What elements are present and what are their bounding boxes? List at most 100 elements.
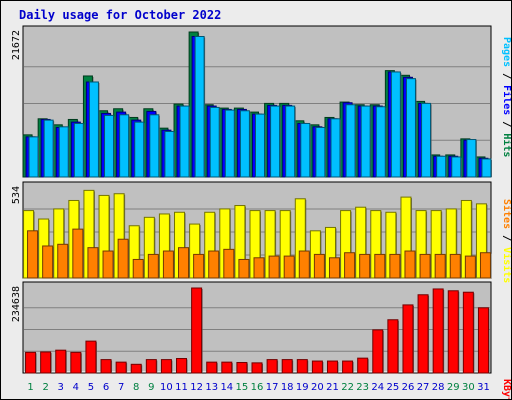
- bar-pages-day-4: [73, 122, 84, 178]
- bar-pages-day-1: [28, 136, 39, 178]
- x-tick-day-27: 27: [417, 382, 430, 393]
- x-tick-day-30: 30: [462, 382, 475, 393]
- bar-pages-day-17: [270, 105, 281, 178]
- bar-kbytes-day-27: [417, 294, 429, 374]
- legend-top: Pages / Files / Hits: [501, 37, 511, 157]
- bar-kbytes-day-1: [25, 351, 37, 374]
- bar-kbytes-day-6: [100, 359, 112, 374]
- bar-kbytes-day-7: [115, 361, 127, 374]
- x-tick-day-10: 10: [160, 382, 173, 393]
- bar-pages-day-29: [451, 156, 462, 178]
- x-tick-day-20: 20: [311, 382, 324, 393]
- bar-kbytes-day-13: [206, 361, 218, 374]
- bar-kbytes-day-30: [462, 291, 474, 374]
- x-tick-day-4: 4: [73, 382, 79, 393]
- x-tick-day-22: 22: [341, 382, 354, 393]
- y-max-label-bottom: 234638: [11, 286, 22, 322]
- bar-sites-day-17: [268, 255, 280, 279]
- y-max-label-top: 21672: [11, 30, 22, 60]
- bar-pages-day-20: [315, 126, 326, 178]
- legend-separator: /: [501, 115, 511, 133]
- bar-kbytes-day-11: [176, 358, 188, 374]
- x-tick-day-12: 12: [190, 382, 203, 393]
- legend-item-hits: Hits: [501, 133, 511, 157]
- x-tick-day-8: 8: [133, 382, 139, 393]
- bar-sites-day-12: [193, 253, 205, 279]
- bar-pages-day-12: [194, 35, 205, 178]
- bar-kbytes-day-28: [432, 288, 444, 374]
- x-tick-day-5: 5: [88, 382, 94, 393]
- bar-sites-day-18: [283, 255, 295, 279]
- bar-pages-day-3: [58, 126, 69, 178]
- x-tick-day-9: 9: [148, 382, 154, 393]
- bar-sites-day-4: [72, 228, 84, 279]
- bar-kbytes-day-23: [357, 357, 369, 374]
- legend-item-files: Files: [501, 85, 511, 115]
- bar-pages-day-19: [300, 122, 311, 178]
- bar-sites-day-1: [27, 230, 39, 279]
- bar-pages-day-31: [481, 158, 492, 178]
- bar-kbytes-day-12: [191, 287, 203, 374]
- x-tick-day-2: 2: [42, 382, 48, 393]
- legend-mid: Sites / Visits: [501, 199, 511, 283]
- bar-kbytes-day-18: [281, 359, 293, 374]
- bar-kbytes-day-22: [342, 360, 354, 374]
- legend-separator: /: [501, 229, 511, 247]
- bar-sites-day-5: [87, 247, 99, 279]
- bar-pages-day-6: [104, 114, 115, 178]
- bar-sites-day-21: [328, 257, 340, 279]
- bar-sites-day-10: [162, 250, 174, 279]
- bar-sites-day-20: [313, 253, 325, 279]
- chart-title: Daily usage for October 2022: [19, 8, 221, 22]
- bar-pages-day-5: [88, 81, 99, 178]
- x-tick-day-29: 29: [447, 382, 460, 393]
- bar-sites-day-14: [223, 248, 235, 279]
- bar-sites-day-9: [147, 253, 159, 279]
- legend-item-visits: Visits: [501, 247, 511, 283]
- bar-sites-day-24: [374, 253, 386, 279]
- bar-kbytes-day-17: [266, 359, 278, 374]
- bar-pages-day-9: [149, 114, 160, 178]
- bar-kbytes-day-25: [387, 319, 399, 374]
- bar-pages-day-15: [239, 110, 250, 178]
- bar-kbytes-day-21: [326, 360, 338, 374]
- bar-sites-day-6: [102, 250, 114, 279]
- x-tick-day-18: 18: [281, 382, 294, 393]
- bar-pages-day-24: [375, 106, 386, 178]
- bar-sites-day-27: [419, 253, 431, 279]
- bar-pages-day-7: [119, 114, 130, 178]
- bar-pages-day-28: [436, 155, 447, 178]
- bar-pages-day-16: [255, 113, 265, 178]
- bar-sites-day-22: [344, 252, 356, 279]
- x-tick-day-28: 28: [432, 382, 445, 393]
- x-tick-day-23: 23: [356, 382, 369, 393]
- bar-sites-day-3: [57, 243, 69, 279]
- bar-kbytes-day-14: [221, 361, 233, 374]
- bar-pages-day-21: [330, 118, 341, 178]
- x-tick-day-14: 14: [220, 382, 233, 393]
- x-tick-day-16: 16: [251, 382, 264, 393]
- y-max-label-mid: 534: [11, 186, 22, 204]
- legend-bottom: KBytes: [501, 379, 511, 399]
- bar-kbytes-day-26: [402, 304, 414, 374]
- bar-pages-day-18: [285, 105, 296, 178]
- bar-pages-day-10: [164, 131, 175, 178]
- bar-kbytes-day-2: [40, 351, 52, 374]
- bar-sites-day-30: [464, 255, 476, 279]
- bar-kbytes-day-3: [55, 349, 67, 374]
- x-tick-day-25: 25: [387, 382, 400, 393]
- legend-item-kbytes: KBytes: [501, 379, 511, 399]
- x-tick-day-19: 19: [296, 382, 309, 393]
- bar-sites-day-15: [238, 258, 250, 279]
- x-tick-day-11: 11: [175, 382, 188, 393]
- x-tick-day-3: 3: [58, 382, 64, 393]
- bar-kbytes-day-4: [70, 351, 82, 374]
- bar-kbytes-day-9: [145, 359, 157, 374]
- x-tick-day-6: 6: [103, 382, 109, 393]
- bar-pages-day-27: [421, 102, 432, 178]
- bar-sites-day-8: [132, 258, 144, 279]
- bar-sites-day-25: [389, 253, 401, 279]
- bar-pages-day-25: [390, 71, 401, 178]
- bar-pages-day-14: [224, 109, 235, 178]
